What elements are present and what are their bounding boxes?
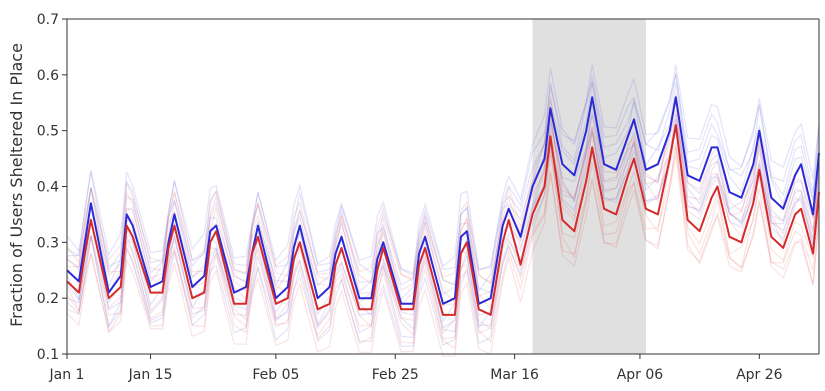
x-tick-label: Jan 15	[128, 367, 173, 383]
faint-line-1-1	[66, 147, 820, 340]
faint-line-0-2	[66, 101, 820, 323]
faint-line-0-7	[66, 127, 820, 347]
x-tick-label: Feb 05	[252, 367, 299, 383]
faint-line-1-0	[66, 146, 820, 350]
series-line-0	[66, 96, 820, 305]
faint-line-0-0	[66, 118, 820, 339]
series-line-1	[66, 124, 820, 316]
y-tick-label: 0.3	[37, 235, 59, 251]
y-tick-label: 0.5	[37, 124, 59, 140]
faint-line-0-4	[66, 72, 820, 293]
faint-line-1-3	[66, 110, 820, 312]
y-tick-label: 0.1	[37, 347, 59, 363]
faint-line-0-3	[66, 82, 820, 301]
x-tick-label: Apr 26	[736, 367, 783, 383]
faint-line-0-1	[66, 112, 820, 331]
y-tick-label: 0.2	[37, 291, 59, 307]
main-line-group	[66, 96, 820, 316]
y-tick-label: 0.7	[37, 12, 59, 28]
axes: 0.1 0.2 0.3 0.4 0.5 0.6 0.7 Jan 1 Jan 15 Feb 05 Fe…	[37, 12, 820, 383]
y-tick-label: 0.6	[37, 68, 59, 84]
faint-line-1-5	[66, 101, 820, 286]
faint-line-0-5	[66, 74, 820, 277]
faint-line-1-2	[66, 142, 820, 334]
faint-line-1-6	[66, 92, 820, 286]
shaded-period	[532, 19, 646, 354]
y-tick-label: 0.4	[37, 180, 59, 196]
faint-line-1-7	[66, 155, 820, 357]
faint-line-group	[66, 64, 820, 357]
x-tick-label: Apr 06	[617, 367, 664, 383]
y-axis-label: Fraction of Users Sheltered In Place	[7, 43, 26, 327]
x-tick-label: Jan 1	[49, 367, 85, 383]
x-tick-label: Mar 16	[490, 367, 539, 383]
faint-line-0-6	[66, 64, 820, 274]
faint-line-1-4	[66, 100, 820, 304]
x-tick-label: Feb 25	[372, 367, 419, 383]
